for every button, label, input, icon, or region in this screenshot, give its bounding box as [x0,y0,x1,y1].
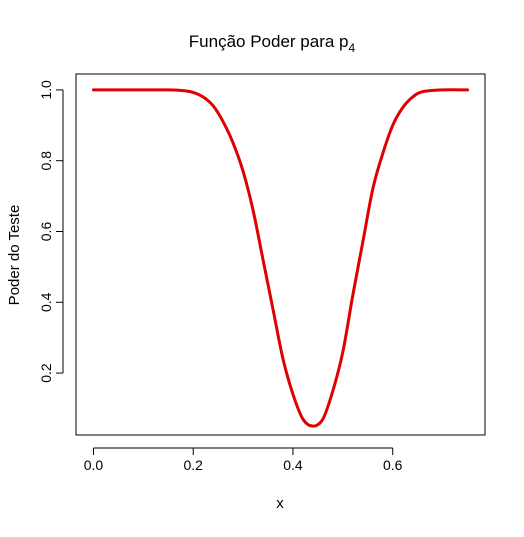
x-tick-label: 0.2 [183,457,203,473]
chart-title-subscript: 4 [349,41,356,55]
chart-title: Função Poder para p4 [189,32,356,55]
plot-frame [75,73,486,436]
chart-title-main: Função Poder para p [189,32,349,51]
x-axis-label: x [276,495,284,512]
y-tick-label: 0.2 [38,363,54,383]
y-axis-label: Poder do Teste [6,205,23,306]
series-line-0 [91,88,470,428]
x-axis: 0.0 0.2 0.4 0.6 [84,447,403,473]
x-tick-label: 0.0 [84,457,104,473]
y-tick-label: 1.0 [38,80,54,100]
y-tick-label: 0.6 [38,222,54,242]
y-tick-label: 0.8 [38,151,54,171]
y-tick-label: 0.4 [38,292,54,312]
x-tick-label: 0.4 [283,457,303,473]
x-tick-label: 0.6 [383,457,403,473]
series-layer [91,88,470,428]
y-axis: 0.2 0.4 0.6 0.8 1.0 [38,80,64,383]
